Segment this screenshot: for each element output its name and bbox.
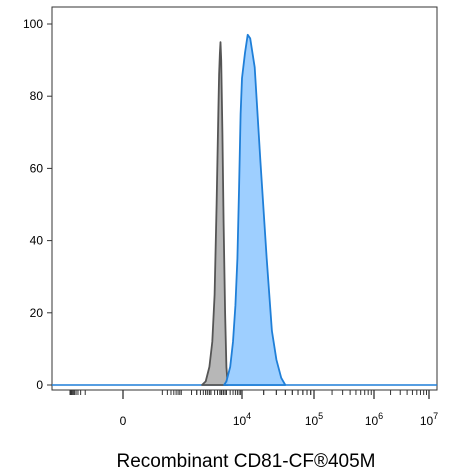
x-tick-label-exponent: 4 xyxy=(246,411,251,421)
x-tick-label-3: 106 xyxy=(365,411,383,428)
x-axis: 0 104 105 106 107 xyxy=(69,390,438,428)
plot-frame xyxy=(51,6,438,391)
x-tick-label-exponent: 6 xyxy=(378,411,383,421)
x-tick-label-exponent: 5 xyxy=(318,411,323,421)
series-0-area xyxy=(201,41,229,386)
x-tick-label-base: 10 xyxy=(365,414,379,428)
y-tick-label-20: 20 xyxy=(30,306,44,320)
x-tick-label-base: 10 xyxy=(420,414,434,428)
x-tick-label-2: 105 xyxy=(305,411,323,428)
y-tick-label-100: 100 xyxy=(23,17,43,31)
y-tick-label-60: 60 xyxy=(30,161,44,175)
x-tick-label-exponent: 7 xyxy=(433,411,438,421)
x-tick-label-4: 107 xyxy=(420,411,438,428)
x-tick-label-0: 0 xyxy=(120,414,127,428)
y-tick-label-80: 80 xyxy=(30,89,44,103)
series-1-area xyxy=(223,33,287,386)
y-tick-label-0: 0 xyxy=(36,378,43,392)
x-tick-label-base: 10 xyxy=(305,414,319,428)
x-tick-label-1: 104 xyxy=(233,411,251,428)
x-axis-label: Recombinant CD81-CF®405M xyxy=(117,451,376,472)
x-tick-label-base: 0 xyxy=(120,414,127,428)
series-layer xyxy=(52,33,437,386)
y-tick-label-40: 40 xyxy=(30,234,44,248)
y-axis: 0 20 40 60 80 100 xyxy=(23,17,52,392)
x-tick-label-base: 10 xyxy=(233,414,247,428)
